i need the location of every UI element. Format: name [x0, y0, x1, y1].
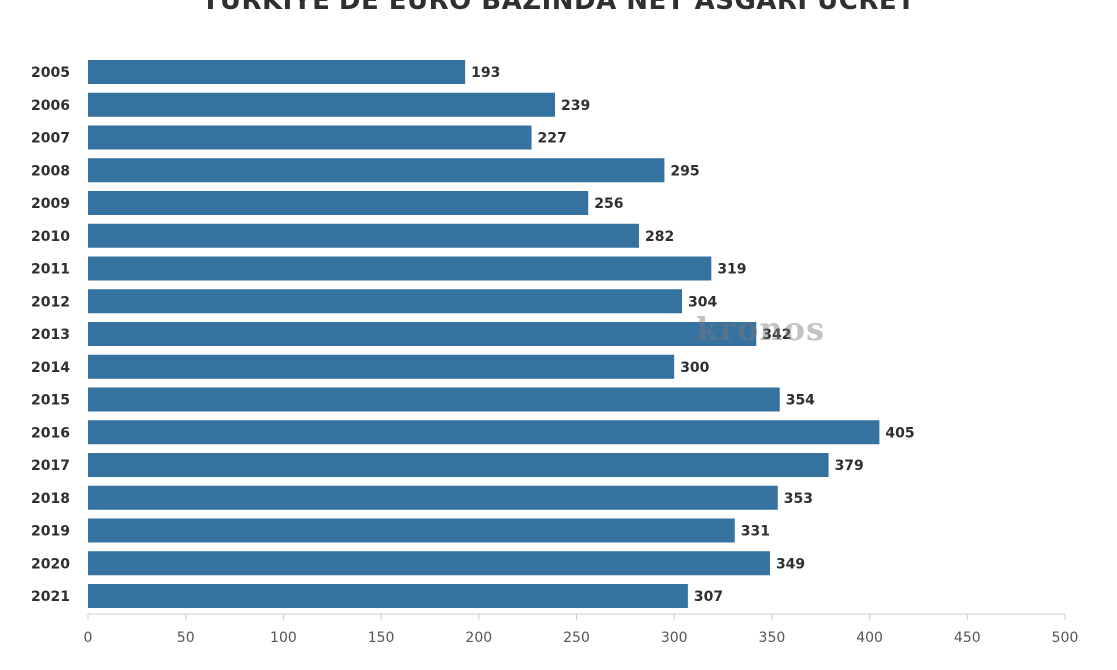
data-label: 349 [776, 556, 805, 572]
bar [88, 158, 665, 183]
bar [88, 387, 780, 412]
x-tick-label: 0 [84, 630, 93, 646]
x-tick-label: 450 [954, 630, 981, 646]
x-tick-label: 350 [759, 630, 786, 646]
watermark-logo: kronos [696, 310, 825, 348]
bar [88, 322, 757, 346]
bar [88, 584, 688, 608]
category-label: 2015 [31, 393, 70, 409]
category-label: 2017 [31, 458, 70, 474]
data-label: 193 [471, 65, 500, 81]
data-label: 353 [784, 491, 813, 507]
bar [88, 485, 778, 510]
data-label: 331 [741, 524, 770, 540]
data-label: 354 [786, 393, 815, 409]
bar [88, 92, 556, 117]
bar [88, 289, 683, 314]
chart-title: TÜRKİYE'DE EURO BAZINDA NET ASGARİ ÜCRET [201, 0, 916, 16]
bar [88, 453, 829, 477]
data-label: 295 [670, 163, 699, 179]
x-tick-label: 100 [270, 630, 297, 646]
bar [88, 354, 675, 379]
x-tick-label: 500 [1052, 630, 1079, 646]
bar [88, 60, 466, 84]
category-label: 2021 [31, 589, 70, 605]
data-label: 282 [645, 229, 674, 245]
data-label: 379 [835, 458, 864, 474]
category-label: 2019 [31, 524, 70, 540]
x-tick-label: 150 [368, 630, 395, 646]
bar [88, 223, 640, 248]
category-label: 2014 [31, 360, 70, 376]
category-label: 2008 [31, 163, 70, 179]
data-label: 256 [594, 196, 623, 212]
bar [88, 551, 770, 576]
category-label: 2007 [31, 131, 70, 147]
bar [88, 125, 532, 150]
data-label: 304 [688, 294, 717, 310]
category-label: 2009 [31, 196, 70, 212]
data-label: 319 [717, 262, 746, 278]
data-label: 300 [680, 360, 709, 376]
category-label: 2013 [31, 327, 70, 343]
data-label: 239 [561, 98, 590, 114]
bar [88, 256, 712, 281]
bar [88, 420, 880, 445]
x-tick-label: 300 [661, 630, 688, 646]
category-label: 2011 [31, 262, 70, 278]
category-label: 2018 [31, 491, 70, 507]
data-label: 342 [762, 327, 791, 343]
category-label: 2006 [31, 98, 70, 114]
x-tick-label: 50 [177, 630, 195, 646]
bar [88, 518, 735, 543]
category-label: 2016 [31, 425, 70, 441]
x-tick-label: 200 [465, 630, 492, 646]
data-label: 227 [538, 131, 567, 147]
category-label: 2020 [31, 556, 70, 572]
data-label: 307 [694, 589, 723, 605]
category-label: 2005 [31, 65, 70, 81]
bar [88, 191, 589, 215]
category-label: 2010 [31, 229, 70, 245]
x-tick-label: 400 [856, 630, 883, 646]
category-label: 2012 [31, 294, 70, 310]
data-label: 405 [885, 425, 914, 441]
x-tick-label: 250 [563, 630, 590, 646]
